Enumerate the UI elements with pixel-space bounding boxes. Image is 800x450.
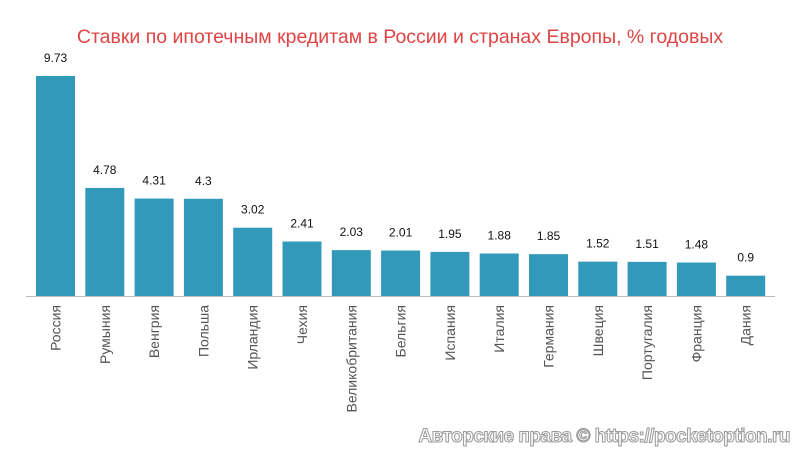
bar: [726, 275, 766, 296]
bar: [578, 261, 618, 296]
category-label: Россия: [48, 305, 64, 351]
category-label: Испания: [442, 305, 458, 361]
bar: [676, 262, 716, 296]
data-label: 2.03: [340, 225, 364, 239]
category-label: Португалия: [639, 305, 655, 380]
data-label: 2.41: [290, 217, 314, 231]
data-label: 9.73: [44, 51, 68, 65]
data-label: 2.01: [389, 226, 413, 240]
watermark: Авторские права © https://pocketoption.r…: [418, 426, 791, 448]
bar: [430, 251, 470, 296]
data-label: 4.3: [195, 174, 212, 188]
bar: [233, 227, 273, 296]
category-label: Великобритания: [343, 305, 359, 413]
category-label: Чехия: [294, 305, 310, 344]
data-label: 1.52: [586, 237, 610, 251]
bar: [479, 253, 519, 296]
category-label: Румыния: [97, 305, 113, 364]
category-label: Дания: [738, 305, 754, 345]
bar: [85, 187, 125, 296]
bar: [183, 198, 223, 296]
bar: [36, 76, 75, 296]
data-label: 3.02: [241, 203, 265, 217]
bar: [331, 250, 371, 296]
data-label: 1.48: [685, 238, 709, 252]
data-label: 1.95: [438, 227, 462, 241]
data-label: 0.9: [737, 251, 754, 265]
category-label: Венгрия: [146, 305, 162, 358]
bar: [381, 250, 421, 296]
category-label: Швеция: [590, 305, 606, 356]
data-label: 4.31: [142, 174, 166, 188]
category-label: Германия: [541, 305, 557, 368]
category-label: Ирландия: [245, 305, 261, 370]
data-label: 1.85: [537, 229, 561, 243]
bar: [282, 241, 322, 296]
category-label: Бельгия: [393, 305, 409, 357]
data-label: 1.51: [635, 237, 659, 251]
category-label: Италия: [491, 305, 507, 353]
chart-title: Ставки по ипотечным кредитам в России и …: [76, 26, 724, 48]
category-label: Польша: [195, 305, 211, 357]
data-label: 4.78: [93, 163, 117, 177]
bar: [529, 254, 568, 296]
bar: [627, 261, 667, 296]
data-label: 1.88: [488, 228, 512, 242]
category-label: Франция: [688, 305, 704, 362]
bar: [134, 198, 174, 296]
